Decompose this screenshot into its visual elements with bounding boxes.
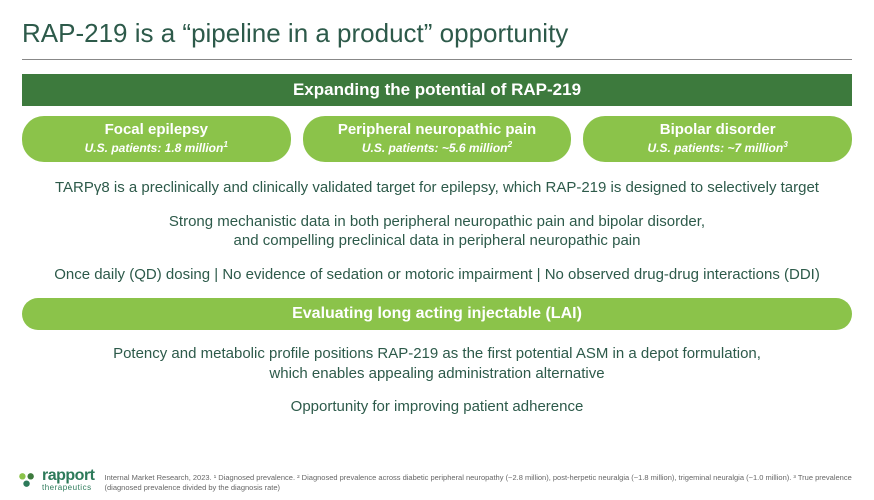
indication-pill-row: Focal epilepsy U.S. patients: 1.8 millio…: [22, 116, 852, 162]
pill-focal-epilepsy: Focal epilepsy U.S. patients: 1.8 millio…: [22, 116, 291, 162]
paragraph-mechanistic: Strong mechanistic data in both peripher…: [22, 212, 852, 251]
rapport-logo: rapport therapeutics: [16, 468, 95, 492]
paragraph-potency: Potency and metabolic profile positions …: [22, 344, 852, 383]
pill-peripheral-neuropathic-pain: Peripheral neuropathic pain U.S. patient…: [303, 116, 572, 162]
paragraph-adherence: Opportunity for improving patient adhere…: [22, 397, 852, 417]
pill-title: Bipolar disorder: [589, 121, 846, 139]
logo-mark-icon: [16, 469, 38, 491]
pill-subtitle: U.S. patients: ~7 million3: [589, 139, 846, 155]
slide-title: RAP-219 is a “pipeline in a product” opp…: [22, 18, 852, 49]
footnote-text: Internal Market Research, 2023. ¹ Diagno…: [105, 473, 859, 492]
banner-expanding: Expanding the potential of RAP-219: [22, 74, 852, 106]
pill-bipolar-disorder: Bipolar disorder U.S. patients: ~7 milli…: [583, 116, 852, 162]
title-divider: [22, 59, 852, 60]
pill-title: Peripheral neuropathic pain: [309, 121, 566, 139]
paragraph-tarp: TARPγ8 is a preclinically and clinically…: [22, 178, 852, 198]
pill-title: Focal epilepsy: [28, 121, 285, 139]
slide-footer: rapport therapeutics Internal Market Res…: [16, 468, 858, 492]
paragraph-dosing: Once daily (QD) dosing | No evidence of …: [22, 265, 852, 285]
banner-lai: Evaluating long acting injectable (LAI): [22, 298, 852, 330]
pill-subtitle: U.S. patients: ~5.6 million2: [309, 139, 566, 155]
logo-text-sub: therapeutics: [42, 484, 95, 492]
logo-text-main: rapport: [42, 468, 95, 484]
pill-subtitle: U.S. patients: 1.8 million1: [28, 139, 285, 155]
